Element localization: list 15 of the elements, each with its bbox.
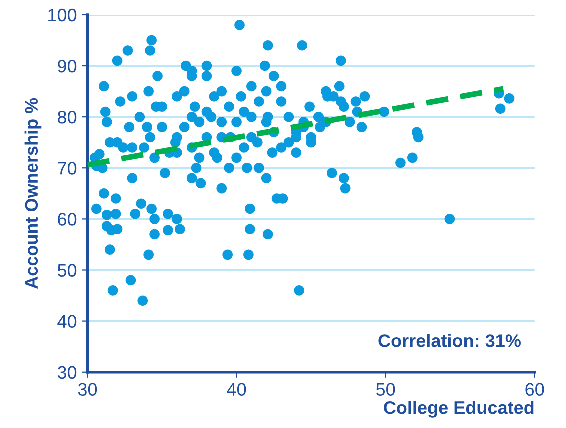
x-tick-label: 30 xyxy=(78,383,98,396)
x-axis-title: College Educated xyxy=(384,400,534,418)
y-axis-title: Account Ownership % xyxy=(24,98,42,290)
y-tick-label: 70 xyxy=(58,162,77,175)
y-tick-label: 40 xyxy=(58,315,77,328)
x-tick-label: 60 xyxy=(526,383,544,396)
x-tick-label: 50 xyxy=(376,383,396,396)
y-tick-label: 50 xyxy=(58,264,77,277)
y-tick-label: 80 xyxy=(58,111,77,124)
y-tick-label: 100 xyxy=(48,8,77,22)
y-tick-label: 30 xyxy=(58,366,77,380)
annotation: Correlation: 31% xyxy=(378,334,521,348)
y-tick-label: 60 xyxy=(58,213,77,226)
x-tick-label: 40 xyxy=(227,383,246,396)
y-tick-label: 90 xyxy=(58,60,77,73)
